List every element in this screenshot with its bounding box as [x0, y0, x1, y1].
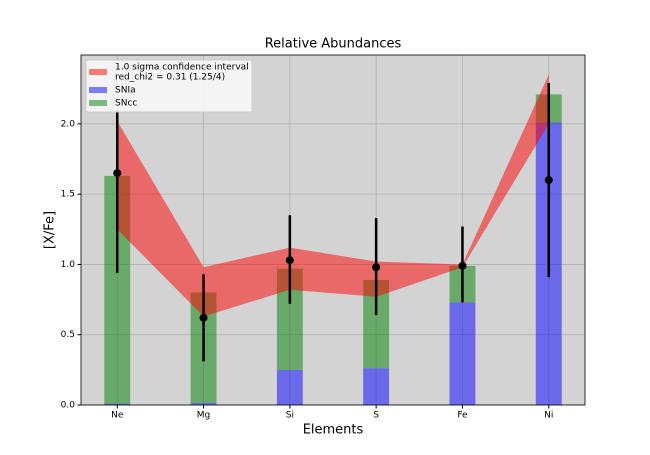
x-tick-label: Si	[286, 411, 294, 421]
data-point	[372, 263, 381, 272]
y-tick-label: 1.5	[61, 190, 75, 200]
x-tick-label: S	[373, 411, 379, 421]
data-point	[458, 261, 467, 270]
bar	[363, 368, 390, 405]
x-tick-label: Fe	[457, 411, 468, 421]
bar	[449, 302, 476, 405]
legend-label: SNcc	[115, 99, 137, 109]
x-tick-label: Ne	[111, 411, 124, 421]
y-tick-label: 0.5	[61, 330, 75, 340]
y-tick-label: 1.0	[61, 260, 76, 270]
legend-box	[85, 59, 253, 113]
data-point	[285, 256, 294, 265]
legend-label: red_chi2 = 0.31 (1.25/4)	[115, 73, 225, 83]
plot-frame	[80, 54, 586, 406]
bar	[104, 403, 131, 405]
x-tick-label: Mg	[197, 411, 210, 421]
legend-swatch	[89, 87, 107, 93]
x-tick-label: Ni	[544, 411, 553, 421]
bar	[276, 369, 303, 405]
legend-swatch	[89, 69, 107, 75]
bar	[190, 402, 217, 405]
chart-title: Relative Abundances	[265, 37, 402, 52]
legend-label: 1.0 sigma confidence interval	[115, 63, 249, 73]
legend-swatch	[89, 100, 107, 106]
data-point	[199, 313, 208, 322]
legend-label: SNIa	[115, 86, 136, 96]
confidence-band	[117, 74, 549, 317]
data-point	[544, 176, 553, 185]
y-tick-label: 2.0	[61, 119, 76, 129]
data-point	[113, 169, 122, 178]
y-tick-label: 0.0	[61, 401, 76, 411]
x-axis-label: Elements	[303, 423, 364, 438]
y-axis-label: [X/Fe]	[43, 211, 58, 249]
